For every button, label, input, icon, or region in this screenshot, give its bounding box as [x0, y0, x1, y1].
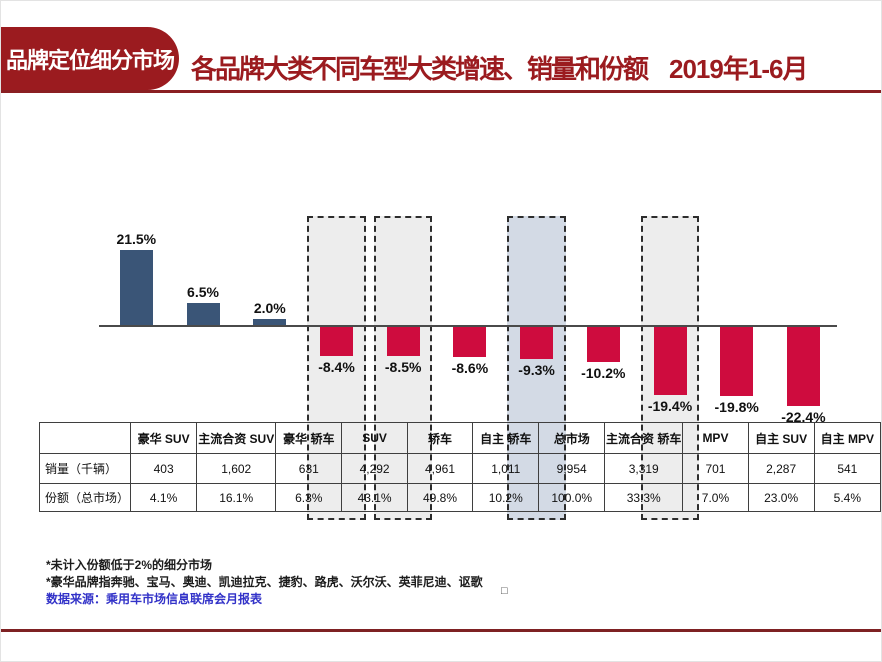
- table-cell: 701: [682, 453, 749, 484]
- column-header: 总市场: [538, 422, 606, 454]
- table-cell: 16.1%: [196, 483, 277, 512]
- bar-1: [119, 249, 153, 326]
- table-cell: 2,287: [747, 453, 815, 484]
- bar-11: [786, 326, 820, 406]
- empty-box-glyph: □: [501, 585, 508, 597]
- row-label: 份额（总市场）: [38, 483, 132, 512]
- bar-4: [320, 326, 353, 356]
- footnotes: *未计入份额低于2%的细分市场 *豪华品牌指奔驰、宝马、奥迪、凯迪拉克、捷豹、路…: [46, 557, 483, 608]
- bar-7: [520, 326, 554, 359]
- table-cell: 49.8%: [406, 483, 474, 512]
- table-cell: 10.2%: [472, 483, 540, 512]
- table-cell: 6.3%: [275, 483, 343, 512]
- column-header: MPV: [682, 422, 749, 454]
- table-cell: 1,011: [472, 453, 540, 484]
- column-header: 主流合资 轿车: [604, 422, 684, 454]
- bar-5: [386, 326, 420, 357]
- table-cell: 43.1%: [341, 483, 408, 512]
- sales-share-table: 豪华 SUV 主流合资 SUV 豪华 轿车 SUV 轿车 自主 轿车 总市场 主流合资 轿车 M…: [38, 422, 881, 512]
- bar-value-label: -22.4%: [781, 408, 826, 425]
- table-cell: 33.3%: [604, 483, 684, 512]
- bar-8: [586, 326, 620, 363]
- bar-value-label: -9.3%: [518, 362, 555, 378]
- bar-value-label: -19.8%: [714, 399, 759, 416]
- bar-value-label: 21.5%: [116, 230, 157, 247]
- footnote-2: *豪华品牌指奔驰、宝马、奥迪、凯迪拉克、捷豹、路虎、沃尔沃、英菲尼迪、讴歌: [46, 575, 483, 589]
- column-header: SUV: [341, 422, 408, 454]
- header-divider: [1, 90, 881, 93]
- bar-value-label: 2.0%: [253, 299, 286, 316]
- column-header: 豪华 SUV: [130, 422, 198, 454]
- table-cell: 541: [813, 453, 881, 484]
- table-cell: 9,954: [538, 453, 606, 484]
- page-title-period: 2019年1-6月: [669, 54, 808, 84]
- bar-value-label: -8.4%: [318, 358, 355, 375]
- bar-3: [253, 318, 287, 326]
- table-cell: 3,319: [604, 453, 684, 484]
- data-source-note: 数据来源：乘用车市场信息联席会月报表: [46, 592, 263, 606]
- table-cell: 7.0%: [682, 483, 749, 512]
- title-banner: 品牌定位细分市场: [1, 27, 179, 90]
- table-cell: 100.0%: [538, 483, 606, 512]
- table-header-row: 豪华 SUV 主流合资 SUV 豪华 轿车 SUV 轿车 自主 轿车 总市场 主流合资 轿车 M…: [38, 422, 881, 454]
- column-header: 主流合资 SUV: [196, 422, 277, 454]
- column-header: 自主 轿车: [472, 422, 540, 454]
- column-header: 豪华 轿车: [275, 422, 343, 454]
- table-cell: 631: [275, 453, 343, 484]
- title-banner-label: 品牌定位细分市场: [5, 47, 175, 73]
- bar-6: [453, 326, 487, 357]
- bottom-divider: [1, 629, 881, 632]
- table-cell: 1,602: [196, 453, 277, 484]
- column-header: 自主 SUV: [747, 422, 815, 454]
- footnote-1: *未计入份额低于2%的细分市场: [46, 558, 213, 572]
- bar-value-label: -19.4%: [647, 397, 693, 414]
- table-cell: 5.4%: [813, 483, 881, 512]
- bar-10: [720, 326, 754, 397]
- table-cell: 403: [130, 453, 198, 484]
- table-corner-cell: [38, 422, 132, 454]
- table-row: 份额（总市场） 4.1% 16.1% 6.3% 43.1% 49.8% 10.2% 100.0…: [38, 483, 881, 512]
- column-header: 轿车: [406, 422, 474, 454]
- table-cell: 4,292: [341, 453, 408, 484]
- bar-2: [186, 302, 220, 326]
- bar-value-label: 6.5%: [187, 283, 219, 300]
- bar-value-label: -10.2%: [581, 365, 626, 382]
- bar-value-label: -8.5%: [384, 359, 422, 376]
- table-cell: 23.0%: [747, 483, 815, 512]
- table-cell: 4.1%: [130, 483, 198, 512]
- table-cell: 4,961: [406, 453, 474, 484]
- row-label: 销量（千辆）: [38, 453, 132, 484]
- column-header: 自主 MPV: [813, 422, 881, 454]
- page-title-text: 各品牌大类不同车型大类增速、销量和份额: [191, 54, 649, 84]
- table-row: 销量（千辆） 403 1,602 631 4,292 4,961 1,011 9,954 3,3…: [38, 453, 881, 484]
- bar-9: [653, 326, 687, 395]
- zero-axis-line: [99, 325, 837, 327]
- bar-value-label: -8.6%: [451, 359, 489, 376]
- page-title: 各品牌大类不同车型大类增速、销量和份额 2019年1-6月: [191, 49, 808, 86]
